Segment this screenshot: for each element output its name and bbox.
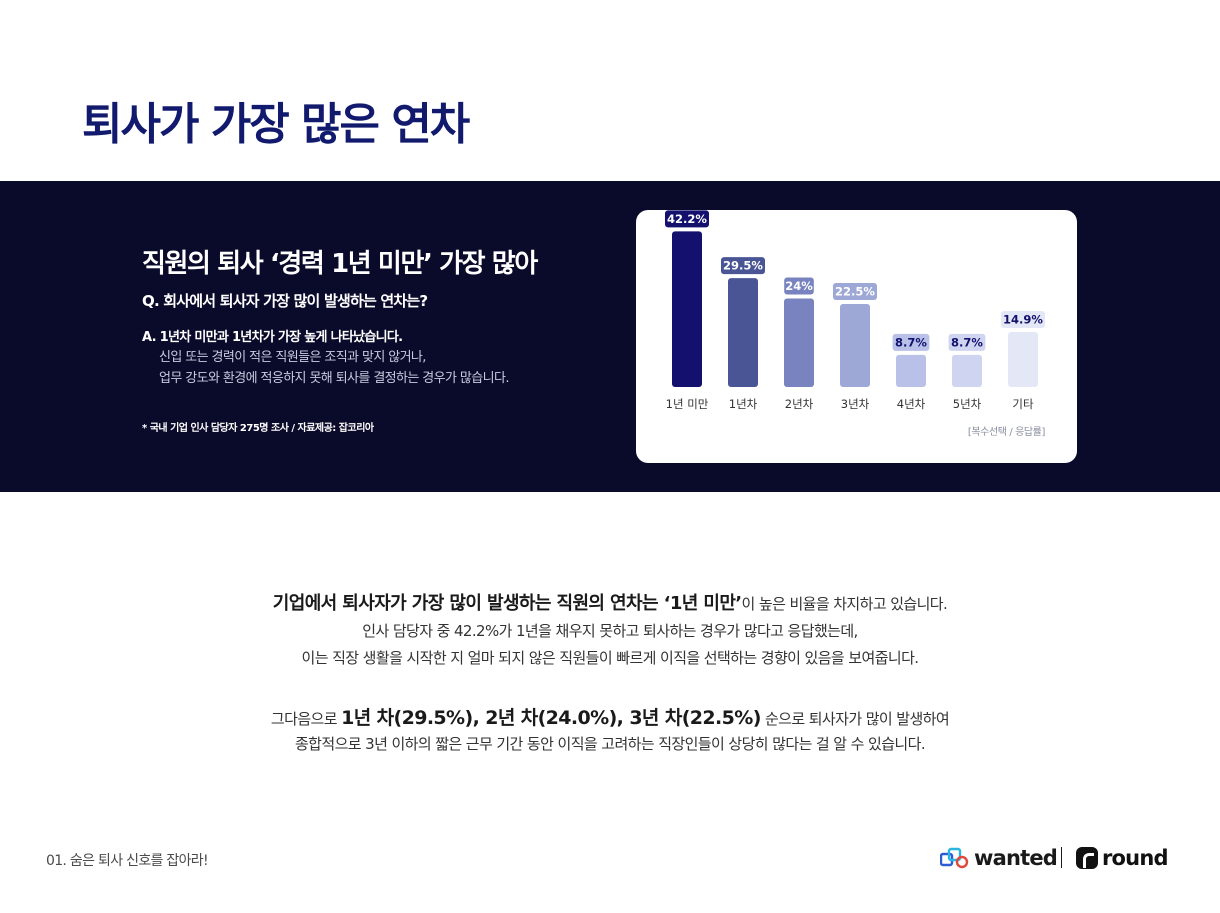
bar-3 bbox=[840, 304, 870, 387]
value-label-bg-1 bbox=[721, 257, 765, 275]
value-label-bg-2 bbox=[784, 277, 814, 295]
value-label-bg-0 bbox=[665, 210, 709, 228]
body-line-4: 그다음으로 1년 차(29.5%), 2년 차(24.0%), 3년 차(22.… bbox=[0, 703, 1220, 730]
survey-question: Q. 회사에서 퇴사자 가장 많이 발생하는 연차는? bbox=[142, 292, 428, 310]
body-line-4-emphasis: 1년 차(29.5%), 2년 차(24.0%), 3년 차(22.5%) bbox=[341, 707, 761, 729]
band-headline: 직원의 퇴사 ‘경력 1년 미만’ 가장 많아 bbox=[142, 249, 538, 279]
wanted-mark-icon bbox=[940, 847, 969, 869]
page-title: 퇴사가 가장 많은 연차 bbox=[82, 99, 470, 150]
body-line-1: 기업에서 퇴사자가 가장 많이 발생하는 직원의 연차는 ‘1년 미만’이 높은… bbox=[0, 589, 1220, 615]
body-line-1-emphasis: 기업에서 퇴사자가 가장 많이 발생하는 직원의 연차는 ‘1년 미만’ bbox=[272, 593, 742, 614]
body-line-4-post: 순으로 퇴사자가 많이 발생하여 bbox=[760, 710, 950, 728]
answer-detail-line: 업무 강도와 환경에 적응하지 못해 퇴사를 결정하는 경우가 많습니다. bbox=[159, 371, 509, 386]
value-label-bg-6 bbox=[1001, 311, 1045, 329]
value-label-1: 29.5% bbox=[723, 259, 763, 273]
round-logo: round bbox=[1076, 845, 1169, 871]
value-label-bg-4 bbox=[892, 333, 930, 351]
value-label-0: 42.2% bbox=[667, 212, 707, 226]
source-footnote: * 국내 기업 인사 담당자 275명 조사 / 자료제공: 잡코리아 bbox=[142, 423, 374, 434]
section-label: 01. 숨은 퇴사 신호를 잡아라! bbox=[46, 853, 209, 869]
value-label-bg-3 bbox=[833, 283, 877, 300]
bar-0 bbox=[672, 231, 702, 387]
category-label-0: 1년 미만 bbox=[666, 397, 709, 411]
round-wordmark: round bbox=[1102, 846, 1169, 870]
category-label-1: 1년차 bbox=[729, 397, 758, 411]
round-mark-icon bbox=[1076, 847, 1098, 869]
logo-divider bbox=[1061, 847, 1062, 868]
bar-4 bbox=[896, 354, 926, 387]
value-label-6: 14.9% bbox=[1003, 313, 1043, 327]
value-label-5: 8.7% bbox=[951, 335, 983, 349]
chart-card: 42.2% 1년 미만 29.5% 1년차 24% 2년차 22.5% 3년차 8.7% 4년차 8… bbox=[636, 210, 1077, 463]
body-line-2: 인사 담당자 중 42.2%가 1년을 채우지 못하고 퇴사하는 경우가 많다고… bbox=[362, 622, 858, 640]
wanted-wordmark: wanted bbox=[974, 846, 1058, 870]
body-line-1-rest: 이 높은 비율을 차지하고 있습니다. bbox=[741, 595, 948, 613]
value-label-4: 8.7% bbox=[895, 335, 927, 349]
category-label-2: 2년차 bbox=[785, 397, 814, 411]
body-line-3: 이는 직장 생활을 시작한 지 얼마 되지 않은 직원들이 빠르게 이직을 선택… bbox=[301, 649, 920, 667]
bar-6 bbox=[1008, 332, 1038, 387]
chart-note: [복수선택 / 응답률] bbox=[967, 427, 1046, 438]
category-label-4: 4년차 bbox=[897, 397, 926, 411]
category-label-5: 5년차 bbox=[953, 397, 982, 411]
category-label-3: 3년차 bbox=[841, 397, 870, 411]
body-line-5: 종합적으로 3년 이하의 짧은 근무 기간 동안 이직을 고려하는 직장인들이 … bbox=[294, 735, 926, 753]
wanted-logo: wanted bbox=[940, 845, 1058, 871]
category-label-6: 기타 bbox=[1012, 397, 1034, 411]
body-line-4-pre: 그다음으로 bbox=[270, 710, 342, 728]
value-label-bg-5 bbox=[948, 333, 986, 351]
answer-detail-line: 신입 또는 경력이 적은 직원들은 조직과 맞지 않거나, bbox=[159, 350, 426, 365]
survey-answer: A. 1년차 미만과 1년차가 가장 높게 나타났습니다. bbox=[142, 330, 403, 345]
bar-chart: 42.2% 1년 미만 29.5% 1년차 24% 2년차 22.5% 3년차 8.7% 4년차 8… bbox=[665, 210, 1045, 411]
bar-5 bbox=[952, 354, 982, 387]
value-label-2: 24% bbox=[785, 279, 813, 293]
bar-1 bbox=[728, 278, 758, 387]
value-label-3: 22.5% bbox=[835, 285, 875, 299]
bar-2 bbox=[784, 298, 814, 387]
